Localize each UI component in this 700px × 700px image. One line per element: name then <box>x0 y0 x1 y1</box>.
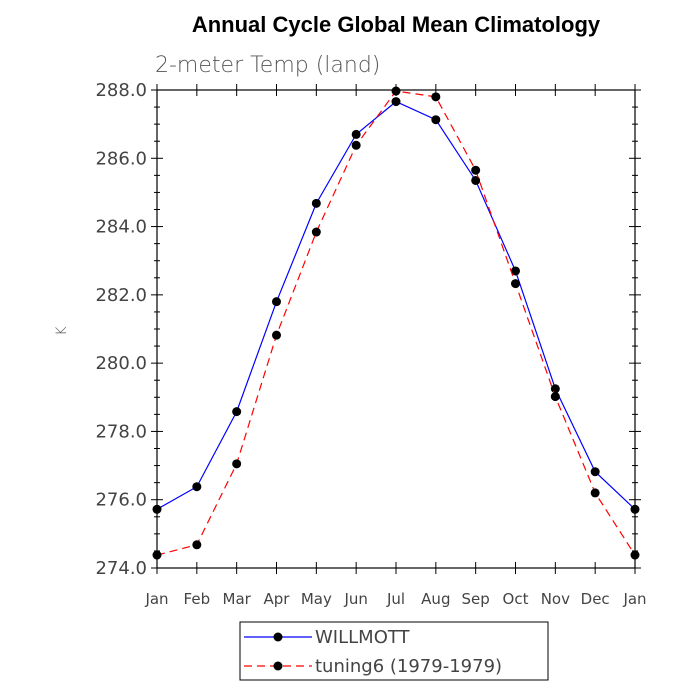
legend-swatch-marker <box>273 661 283 671</box>
data-point <box>630 550 640 560</box>
x-tick-label: Jan <box>622 590 646 608</box>
y-tick-label: 274.0 <box>95 558 147 579</box>
data-point <box>471 175 481 185</box>
x-tick-labels: Jan Feb Mar Apr May Jun Jul Aug Sep Oct Nov Dec Jan <box>144 590 646 608</box>
legend-label: WILLMOTT <box>315 627 411 648</box>
x-tick-label: Sep <box>462 590 490 608</box>
data-point <box>590 488 600 498</box>
data-point <box>630 504 640 514</box>
x-tick-label: Dec <box>581 590 610 608</box>
data-point <box>311 198 321 208</box>
x-tick-label: Nov <box>541 590 570 608</box>
series-line <box>156 100 636 510</box>
y-axis-label: K <box>54 326 70 336</box>
legend-entry: WILLMOTT <box>244 627 411 648</box>
series-line <box>156 90 636 556</box>
data-point <box>511 279 520 289</box>
chart-subtitle: 2-meter Temp (land) <box>155 53 380 78</box>
series-layer <box>152 86 640 560</box>
plot-frame <box>156 89 636 569</box>
y-tick-label: 278.0 <box>95 421 147 442</box>
data-point <box>471 165 481 175</box>
data-point <box>351 140 361 150</box>
y-tick-label: 284.0 <box>95 217 147 238</box>
data-point <box>152 504 162 514</box>
data-point <box>391 86 401 96</box>
x-tick-label: Jan <box>144 590 168 608</box>
tick-marks <box>151 84 641 574</box>
y-tick-label: 276.0 <box>95 490 147 511</box>
data-point <box>391 97 401 107</box>
data-point <box>311 227 321 237</box>
x-tick-label: Jul <box>386 590 405 608</box>
data-point <box>272 330 281 340</box>
data-point <box>550 392 560 402</box>
data-point <box>351 129 361 139</box>
x-tick-label: Apr <box>264 590 291 608</box>
data-point <box>590 467 600 477</box>
data-point <box>511 266 520 276</box>
data-point <box>232 459 242 469</box>
y-tick-label: 282.0 <box>95 285 147 306</box>
series-tuning6 <box>152 86 640 560</box>
x-tick-label: Feb <box>184 590 211 608</box>
legend-box <box>239 621 549 681</box>
chart-title: Annual Cycle Global Mean Climatology <box>192 12 601 37</box>
legend: WILLMOTT tuning6 (1979-1979) <box>239 621 549 681</box>
y-tick-labels: 274.0 276.0 278.0 280.0 282.0 284.0 286.0 288.0 <box>95 80 147 579</box>
data-point <box>192 482 202 492</box>
series-willmott <box>152 97 640 514</box>
legend-swatch-marker <box>273 632 283 642</box>
x-tick-label: May <box>301 590 332 608</box>
x-tick-label: Aug <box>421 590 450 608</box>
x-tick-label: Jun <box>343 590 367 608</box>
legend-label: tuning6 (1979-1979) <box>315 656 502 677</box>
data-point <box>232 407 242 417</box>
data-point <box>431 115 441 125</box>
data-point <box>192 540 202 550</box>
legend-entry: tuning6 (1979-1979) <box>244 656 502 677</box>
x-tick-label: Mar <box>223 590 252 608</box>
data-point <box>152 550 162 560</box>
data-point <box>272 297 281 307</box>
data-point <box>431 92 441 102</box>
y-tick-label: 288.0 <box>95 80 147 101</box>
y-tick-label: 280.0 <box>95 353 147 374</box>
data-point <box>550 384 560 394</box>
x-tick-label: Oct <box>503 590 529 608</box>
y-tick-label: 286.0 <box>95 148 147 169</box>
